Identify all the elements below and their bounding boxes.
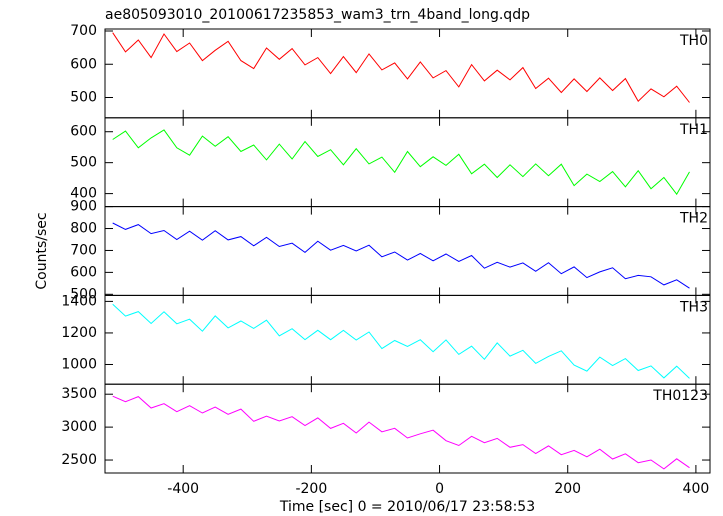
data-line: [112, 32, 690, 103]
y-tick-label: 3000: [61, 419, 97, 435]
y-tick-label: 500: [70, 286, 97, 302]
panel-label: TH1: [679, 122, 708, 138]
y-tick-label: 700: [70, 242, 97, 258]
y-tick-label: 2500: [61, 452, 97, 468]
y-axis-label: Counts/sec: [34, 212, 50, 289]
panel-label: TH3: [679, 299, 708, 315]
y-tick-label: 900: [70, 199, 97, 215]
panel-frame: [104, 28, 711, 119]
y-tick-label: 500: [70, 155, 97, 171]
panel-label: TH0: [679, 33, 708, 49]
panel-label: TH0123: [652, 388, 708, 404]
x-tick-label: -200: [295, 481, 327, 497]
panel-frame: [104, 206, 711, 296]
y-tick-label: 800: [70, 221, 97, 237]
x-tick-label: -400: [167, 481, 199, 497]
panel-frame: [104, 294, 711, 385]
chart-title: ae805093010_20100617235853_wam3_trn_4ban…: [105, 7, 530, 23]
panel-label: TH2: [679, 211, 708, 227]
y-tick-label: 1000: [61, 356, 97, 372]
y-tick-label: 500: [70, 90, 97, 106]
data-line: [112, 129, 690, 196]
y-tick-label: 1400: [61, 293, 97, 309]
x-tick-label: 0: [435, 481, 444, 497]
x-axis-label: Time [sec] 0 = 2010/06/17 23:58:53: [279, 499, 535, 515]
data-line: [112, 395, 690, 470]
y-tick-label: 400: [70, 186, 97, 202]
y-tick-label: 1200: [61, 325, 97, 341]
y-tick-label: 600: [70, 264, 97, 280]
panel-frame: [104, 117, 711, 208]
data-line: [112, 222, 690, 289]
y-tick-label: 600: [70, 124, 97, 140]
y-tick-label: 3500: [61, 386, 97, 402]
data-line: [112, 303, 690, 379]
x-tick-label: 200: [554, 481, 581, 497]
y-tick-label: 700: [70, 23, 97, 39]
x-tick-label: 400: [683, 481, 710, 497]
y-tick-label: 600: [70, 56, 97, 72]
panel-frame: [104, 383, 711, 474]
